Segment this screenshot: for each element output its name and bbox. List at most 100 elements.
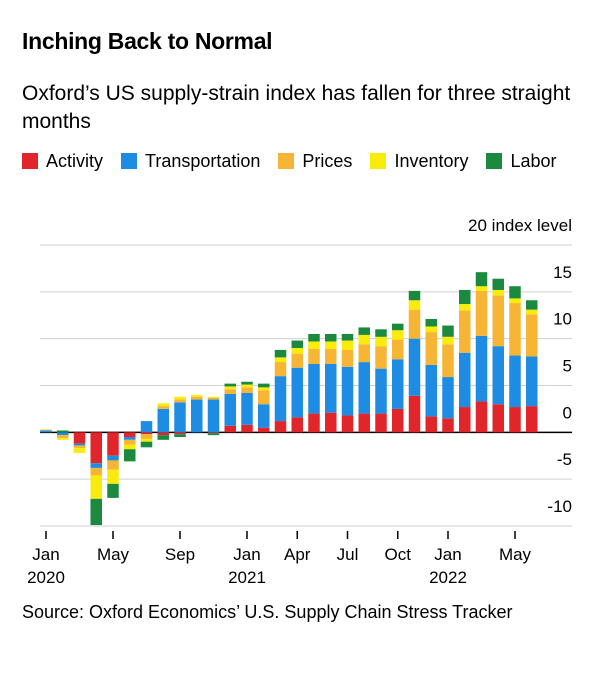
bar-segment: [358, 362, 370, 414]
bar-segment: [459, 352, 471, 408]
bar-segment: [341, 349, 354, 367]
bar-segment: [308, 333, 320, 342]
x-tick-label: Sep: [165, 545, 195, 564]
bar-segment: [157, 403, 169, 407]
legend-item: Inventory: [370, 148, 468, 175]
bar-segment: [157, 408, 169, 433]
bar-segment: [341, 366, 354, 416]
bar-segment: [459, 304, 471, 311]
bar-segment: [258, 383, 270, 388]
bar-segment: [475, 286, 488, 291]
bar-segment: [291, 417, 303, 433]
bar-segment: [191, 399, 203, 433]
bar-segment: [325, 363, 337, 413]
bar-segment: [124, 449, 136, 462]
bar-segment: [224, 386, 236, 390]
bar-segment: [73, 443, 86, 446]
bar-segment: [40, 430, 52, 433]
x-tick-label: May: [499, 545, 532, 564]
bar-segment: [90, 475, 102, 499]
bar-segment: [140, 432, 153, 435]
bar-segment: [224, 389, 236, 394]
bar-segment: [392, 359, 404, 409]
bar-segment: [224, 383, 236, 387]
bar-segment: [241, 392, 253, 425]
bar-segment: [442, 344, 454, 378]
legend-swatch: [278, 153, 295, 169]
bar-segment: [425, 318, 437, 327]
x-year-label: 2022: [429, 568, 467, 587]
legend-label: Labor: [510, 151, 557, 171]
bar-segment: [258, 390, 270, 405]
bar-segment: [140, 421, 153, 433]
y-tick-label: 20 index level: [468, 216, 572, 235]
bar-segment: [258, 427, 270, 433]
bar-segment: [526, 406, 538, 433]
bar-segment: [509, 298, 521, 304]
bar-segment: [90, 467, 102, 476]
bar-segment: [408, 338, 421, 396]
bar-segment: [107, 460, 119, 470]
bar-segment: [174, 434, 186, 438]
bar-segment: [392, 408, 404, 433]
bar-segment: [174, 399, 186, 403]
bar-segment: [492, 295, 504, 347]
bar-segment: [375, 368, 387, 414]
bar-segment: [408, 395, 421, 433]
bar-segment: [509, 286, 521, 299]
x-tick-label: Jul: [337, 545, 359, 564]
bar-segment: [241, 384, 253, 388]
legend-label: Inventory: [394, 151, 469, 171]
bar-segment: [475, 290, 488, 336]
bar-segment: [375, 413, 387, 433]
bar-segment: [442, 336, 454, 345]
bar-segment: [274, 357, 287, 363]
legend: Activity Transportation Prices Inventory Lab…: [22, 148, 582, 175]
bar-segment: [140, 438, 153, 442]
bar-segment: [241, 381, 253, 385]
bar-segment: [408, 300, 421, 310]
bar-segment: [258, 404, 270, 428]
bar-segment: [492, 289, 504, 296]
chart-subtitle: Oxford’s US supply-strain index has fall…: [22, 82, 571, 133]
x-tick-label: Oct: [385, 545, 412, 564]
bar-segment: [475, 335, 488, 402]
bar-segment: [140, 441, 153, 448]
legend-item: Transportation: [121, 148, 260, 175]
bar-segment: [107, 455, 119, 461]
bar-segment: [57, 430, 69, 433]
bar-segment: [174, 402, 186, 433]
y-tick-label: -10: [547, 497, 572, 516]
bar-segment: [408, 309, 421, 339]
y-tick-label: 10: [553, 310, 572, 329]
bar-segment: [124, 437, 136, 440]
bar-segment: [325, 333, 337, 342]
x-tick-label: Jan: [32, 545, 59, 564]
bar-segment: [107, 483, 119, 498]
bar-segment: [57, 437, 69, 440]
bar-segment: [73, 432, 86, 444]
bar-segment: [241, 424, 253, 433]
bar-segment: [57, 435, 69, 438]
bar-segment: [140, 434, 153, 439]
bar-segment: [207, 432, 220, 434]
bar-segment: [157, 406, 169, 409]
bar-segment: [341, 415, 354, 433]
bar-segment: [291, 340, 303, 349]
bar-segment: [526, 314, 538, 357]
bar-segment: [90, 432, 102, 464]
bar-segment: [73, 448, 86, 453]
bar-segment: [358, 334, 370, 345]
bar-segment: [442, 418, 454, 433]
bar-segment: [341, 340, 354, 350]
bar-segment: [442, 325, 454, 337]
bar-segment: [459, 407, 471, 433]
bar-segment: [207, 433, 220, 436]
bar-segment: [40, 429, 52, 431]
bar-segment: [459, 289, 471, 305]
bar-segment: [492, 404, 504, 433]
bar-segment: [308, 363, 320, 414]
x-tick-label: May: [97, 545, 130, 564]
bar-segment: [157, 435, 169, 440]
bar-segment: [375, 346, 387, 369]
